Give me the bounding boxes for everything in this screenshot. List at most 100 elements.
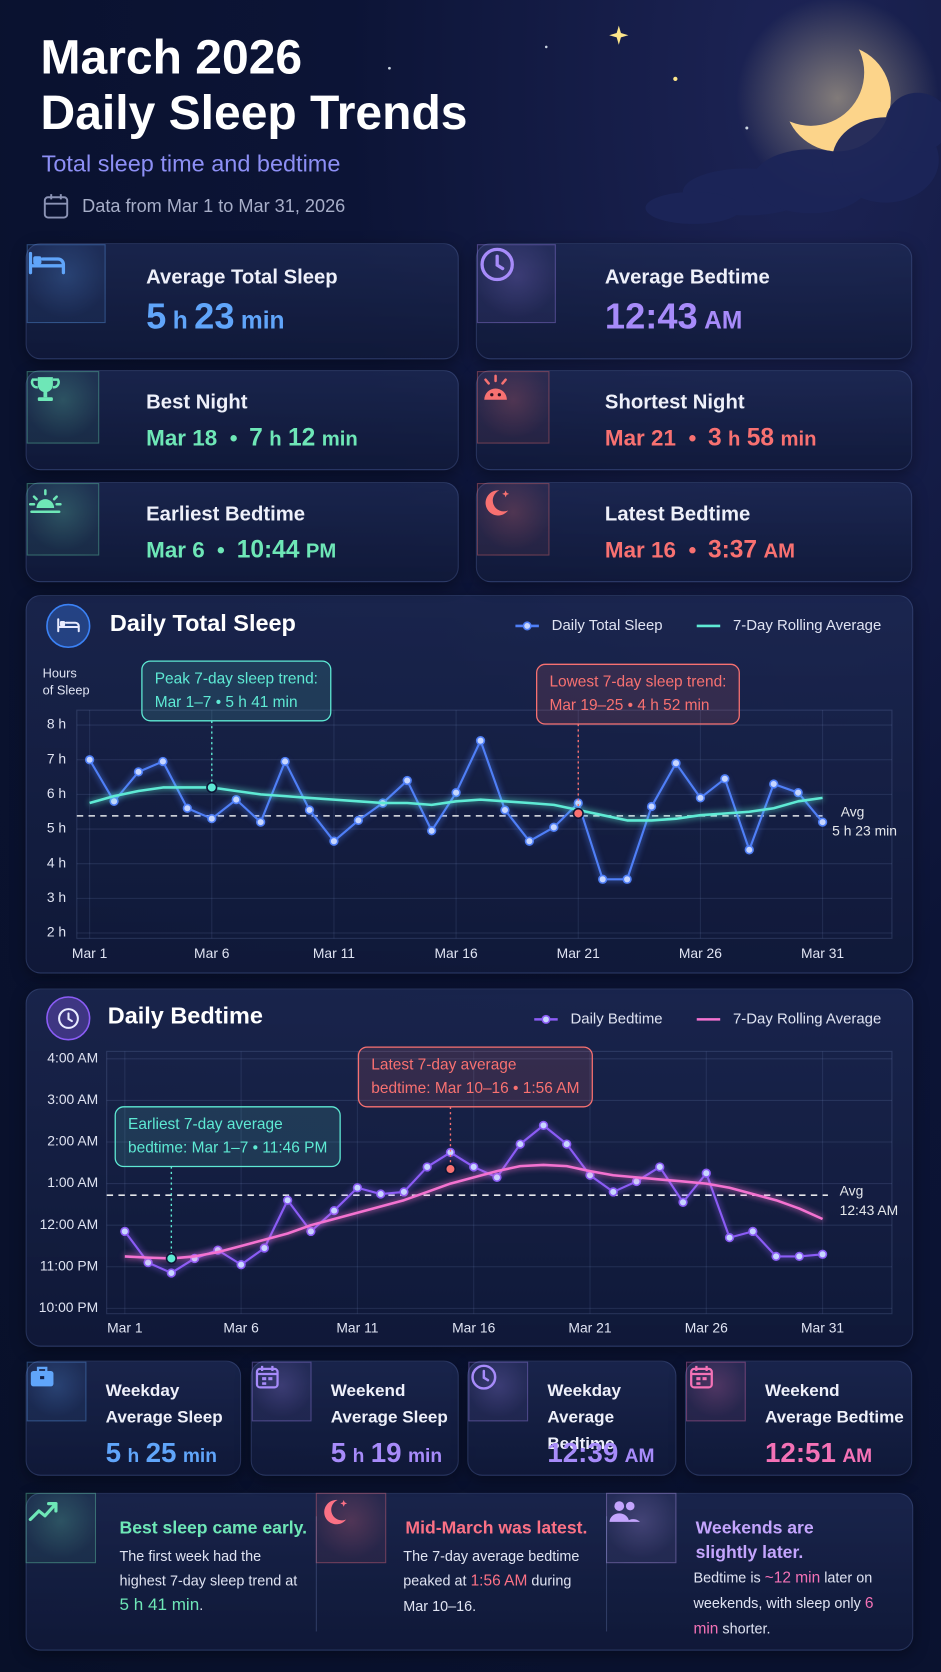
card-label-line: Weekday (547, 1381, 622, 1401)
icon (476, 244, 556, 324)
value-number: 12:43 (604, 296, 698, 337)
value-unit: AM (842, 1444, 873, 1467)
data-point (817, 1249, 828, 1259)
value-date: Mar 21 (604, 425, 676, 451)
annotation-point (206, 781, 218, 794)
card-text: Earliest Bedtime Mar 6 10:44 PM (146, 483, 336, 583)
chart-icon (57, 618, 80, 633)
subtitle: Total sleep time and bedtime (41, 150, 341, 178)
icon-glyph (255, 1365, 279, 1389)
card-label: Weekend Average Sleep (331, 1378, 448, 1431)
card-text: Shortest Night Mar 21 3 h 58 min (605, 371, 817, 471)
legend-label: 7-Day Rolling Average (733, 617, 881, 634)
icon (476, 371, 550, 444)
summary-card: Average Bedtime 12:43 AM (475, 243, 913, 360)
chart-icon (58, 1008, 79, 1029)
icon (26, 371, 100, 444)
card-label: Average Bedtime (604, 266, 770, 289)
y-tick-label: 6 h (47, 785, 66, 801)
value-unit: min (182, 1444, 218, 1467)
x-tick-label: Mar 21 (568, 1319, 611, 1335)
annotation-box (141, 660, 332, 722)
data-point (376, 1189, 386, 1199)
icon-glyph (28, 1502, 58, 1522)
data-point (744, 845, 754, 855)
data-point (671, 758, 681, 768)
weekly-card: Weekday Average Sleep 5 h 25 min (25, 1360, 242, 1476)
value-number: 58 (746, 422, 775, 451)
card-label-line: Average Bedtime (764, 1408, 904, 1427)
legend-label: Daily Bedtime (571, 1010, 663, 1027)
y-tick-label: 4:00 AM (47, 1049, 98, 1065)
data-point (701, 1168, 711, 1178)
icon-glyph (485, 490, 510, 516)
icon (476, 483, 550, 556)
data-point (329, 1205, 339, 1216)
card-label-line: Weekend (330, 1381, 406, 1401)
insight-text: The first week had the highest 7-day sle… (119, 1548, 298, 1589)
icon-glyph (30, 1366, 54, 1387)
data-point (748, 1226, 758, 1237)
value-unit: AM (704, 306, 743, 334)
chart-panel (25, 594, 914, 974)
icon-glyph (690, 1365, 713, 1389)
plot-frame (76, 709, 893, 939)
data-point (475, 736, 486, 746)
legend-label: 7-Day Rolling Average (733, 1010, 881, 1027)
card-text: Average Bedtime 12:43 AM (605, 244, 770, 360)
insight-text: during Mar 10–16. (403, 1572, 572, 1615)
icon-glyph (484, 374, 507, 400)
data-point (769, 779, 779, 789)
summary-card: Best Night Mar 18 7 h 12 min (25, 370, 459, 471)
data-point (84, 755, 95, 765)
data-point (500, 805, 510, 815)
y-tick-label: 2 h (47, 924, 66, 940)
value-date: Mar 18 (146, 425, 218, 451)
data-point (622, 874, 632, 884)
data-point (817, 817, 828, 827)
x-tick-label: Mar 6 (194, 945, 230, 961)
x-tick-label: Mar 26 (679, 945, 722, 961)
annotation-text: Peak 7-day sleep trend: (155, 670, 318, 687)
x-tick-label: Mar 16 (435, 945, 478, 961)
data-point (399, 1187, 409, 1197)
card-label-line: Average Sleep (105, 1408, 223, 1427)
x-tick-label: Mar 21 (557, 945, 600, 961)
title-line: Daily Sleep Trends (40, 85, 468, 140)
icon (26, 483, 100, 556)
data-point (143, 1257, 153, 1268)
data-point (422, 1162, 432, 1172)
insight-title: Weekends are slightly later. (695, 1518, 814, 1563)
date-range: Data from Mar 1 to Mar 31, 2026 (82, 196, 346, 217)
value-number: 12 (288, 422, 316, 451)
summary-card: Latest Bedtime Mar 16 3:37 AM (475, 481, 913, 583)
value-unit: min (780, 428, 817, 451)
data-point (256, 817, 266, 827)
icon-glyph (480, 247, 514, 282)
y-tick-label: 10:00 PM (39, 1299, 98, 1315)
data-point (231, 794, 241, 805)
insight-text: . (199, 1597, 204, 1614)
value-number: 5 (330, 1436, 347, 1469)
insight-body: Bedtime is ~12 min later on weekends, wi… (693, 1565, 887, 1642)
value: 5 h 19 min (331, 1436, 442, 1469)
data-point (166, 1268, 176, 1278)
value-unit: min (321, 428, 358, 451)
data-point (109, 796, 119, 806)
card-label: Shortest Night (604, 390, 745, 414)
data-point (282, 1195, 293, 1205)
average-label: Avg (840, 1183, 864, 1199)
chart-icon-bg (46, 603, 91, 649)
data-point (793, 788, 803, 798)
annotation-text: bedtime: Mar 10–16 • 1:56 AM (371, 1080, 579, 1097)
value: 12:39 AM (547, 1436, 654, 1469)
data-point (182, 803, 192, 813)
data-point (549, 822, 559, 832)
insight-body: The first week had the highest 7-day sle… (119, 1544, 307, 1618)
data-point (794, 1251, 804, 1262)
x-tick-label: Mar 16 (452, 1319, 495, 1335)
card-label-line: Average Bedtime (547, 1408, 615, 1454)
icon (686, 1361, 746, 1422)
y-tick-label: 4 h (47, 854, 66, 870)
insight: Mid-March was latest. The 7-day average b… (315, 1492, 606, 1651)
